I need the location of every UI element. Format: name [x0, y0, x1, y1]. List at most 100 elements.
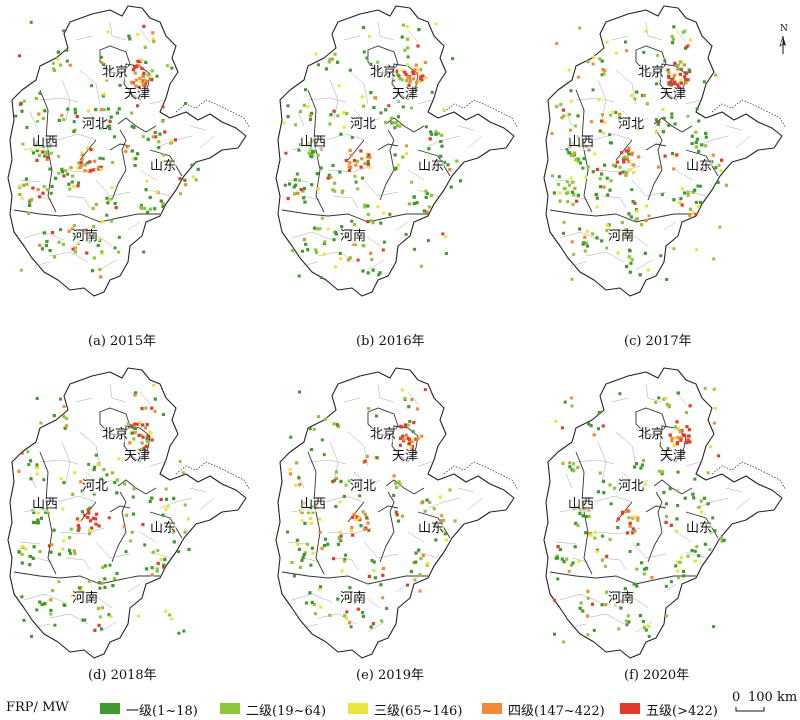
fire-spot — [294, 183, 298, 187]
fire-spot — [381, 248, 385, 252]
fire-spot — [304, 88, 307, 92]
fire-spot — [352, 242, 356, 246]
fire-spot — [376, 60, 380, 64]
fire-spot — [685, 441, 689, 445]
fire-spot — [183, 530, 187, 534]
fire-spot — [22, 99, 26, 103]
province-boundary — [549, 571, 696, 585]
fire-spot — [46, 155, 50, 160]
fire-spot — [68, 536, 72, 540]
fire-spot — [75, 114, 79, 119]
fire-spot — [323, 417, 328, 421]
fire-spot — [172, 496, 176, 500]
fire-spot — [620, 511, 625, 515]
fire-spot — [570, 396, 574, 400]
fire-spot — [91, 269, 95, 273]
fire-spot — [161, 105, 165, 109]
fire-spot — [443, 532, 447, 536]
fire-spot — [670, 439, 674, 443]
fire-spot — [713, 406, 717, 410]
fire-spot — [572, 462, 576, 466]
fire-spot — [48, 249, 52, 253]
fire-spot — [623, 587, 627, 591]
county-boundary — [325, 495, 365, 503]
fire-spot — [676, 576, 680, 580]
fire-spot — [613, 164, 617, 168]
fire-spot — [562, 231, 565, 235]
fire-spot — [407, 441, 411, 445]
fire-spot — [697, 505, 701, 509]
fire-spot — [32, 545, 36, 549]
fire-spot — [303, 521, 307, 525]
county-boundary — [663, 221, 677, 231]
fire-spot — [328, 57, 332, 61]
fire-spot — [586, 60, 590, 64]
county-boundary — [685, 99, 701, 105]
fire-spot — [154, 135, 158, 139]
fire-spot — [381, 566, 386, 571]
fire-spot — [356, 607, 360, 611]
fire-spot — [403, 396, 407, 400]
fire-spot — [163, 130, 167, 134]
fire-spot — [329, 113, 333, 117]
fire-spot — [320, 546, 324, 550]
county-boundary — [585, 613, 625, 625]
fire-spot — [661, 470, 665, 474]
fire-spot — [77, 161, 81, 165]
fire-spot — [348, 586, 352, 590]
fire-spot — [297, 178, 301, 182]
fire-spot — [286, 115, 290, 119]
fire-spot — [166, 504, 170, 508]
fire-spot — [644, 218, 648, 223]
fire-spot — [679, 67, 683, 71]
fire-spot — [68, 551, 72, 555]
fire-spot — [315, 172, 319, 176]
fire-spot — [608, 141, 612, 145]
fire-spot — [675, 153, 679, 157]
fire-spot — [417, 548, 421, 552]
fire-spot — [688, 440, 692, 444]
province-boundary — [39, 89, 57, 213]
fire-spot — [334, 505, 338, 508]
fire-spot — [613, 486, 617, 490]
fire-spot — [35, 608, 39, 612]
fire-spot — [71, 247, 75, 251]
fire-spot — [627, 516, 631, 520]
fire-spot — [18, 184, 22, 188]
county-boundary — [61, 441, 71, 483]
fire-spot — [94, 522, 98, 526]
fire-spot — [51, 67, 56, 71]
fire-spot — [590, 120, 593, 124]
fire-spot — [318, 605, 323, 609]
fire-spot — [133, 65, 137, 69]
county-boundary — [377, 21, 395, 41]
fire-spot — [676, 504, 680, 507]
fire-spot — [89, 147, 93, 152]
fire-spot — [424, 189, 428, 193]
county-boundary — [363, 179, 399, 197]
province-label-beijing: 北京 — [102, 427, 129, 442]
fire-spot — [424, 195, 428, 199]
fire-spot — [592, 433, 596, 437]
fire-spot — [678, 430, 683, 434]
fire-spot — [414, 63, 418, 67]
fire-spot — [683, 75, 687, 79]
fire-spot — [131, 68, 136, 72]
fire-spot — [331, 188, 335, 192]
fire-spot — [122, 482, 126, 486]
fire-spot — [151, 550, 155, 554]
fire-spot — [339, 534, 343, 538]
fire-spot — [144, 426, 148, 430]
fire-spot — [628, 255, 632, 259]
county-boundary — [79, 431, 101, 467]
fire-spot — [676, 391, 680, 395]
fire-spot — [680, 81, 684, 85]
fire-spot — [600, 603, 604, 607]
fire-spot — [413, 68, 417, 72]
fire-spot — [681, 433, 685, 437]
county-boundary — [109, 21, 127, 41]
county-boundary — [189, 125, 207, 131]
fire-spot — [52, 414, 56, 418]
fire-spot — [370, 558, 374, 562]
fire-spot — [603, 163, 607, 167]
